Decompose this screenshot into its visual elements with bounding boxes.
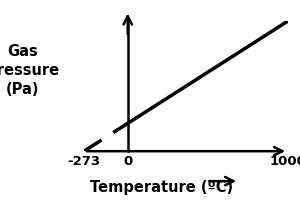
Text: Temperature (ºC): Temperature (ºC)	[90, 180, 233, 195]
Text: Gas
Pressure
(Pa): Gas Pressure (Pa)	[0, 44, 59, 97]
